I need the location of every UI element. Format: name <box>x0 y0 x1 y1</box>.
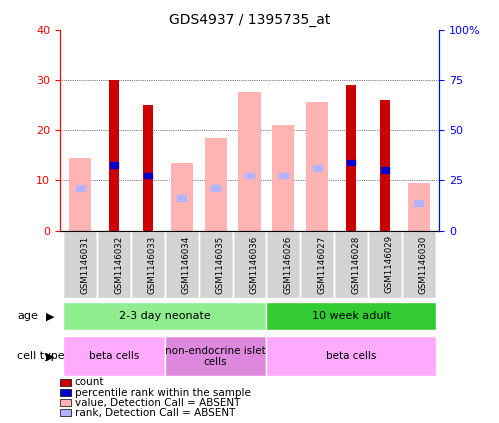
Bar <box>76 185 85 191</box>
Text: GSM1146033: GSM1146033 <box>148 235 157 294</box>
Bar <box>109 80 119 231</box>
Bar <box>165 231 199 298</box>
Bar <box>165 336 266 376</box>
Bar <box>346 85 356 231</box>
Bar <box>266 231 300 298</box>
Text: ▶: ▶ <box>46 311 54 321</box>
Text: beta cells: beta cells <box>326 352 376 361</box>
Text: value, Detection Call = ABSENT: value, Detection Call = ABSENT <box>75 398 240 408</box>
Text: 10 week adult: 10 week adult <box>311 311 391 321</box>
Text: GSM1146036: GSM1146036 <box>250 235 258 294</box>
Text: cell type: cell type <box>17 352 65 361</box>
Text: count: count <box>75 377 104 387</box>
Text: age: age <box>17 311 38 321</box>
Text: GSM1146028: GSM1146028 <box>351 235 360 294</box>
Bar <box>63 302 266 330</box>
Bar <box>211 185 220 191</box>
Bar <box>171 163 193 231</box>
Bar <box>272 125 294 231</box>
Text: rank, Detection Call = ABSENT: rank, Detection Call = ABSENT <box>75 408 235 418</box>
Text: GSM1146035: GSM1146035 <box>216 235 225 294</box>
Bar <box>368 231 402 298</box>
Bar <box>131 231 165 298</box>
Bar <box>313 165 322 170</box>
Bar <box>347 160 355 165</box>
Bar <box>199 231 233 298</box>
Bar <box>205 137 227 231</box>
Text: non-endocrine islet
cells: non-endocrine islet cells <box>165 346 266 367</box>
Text: GSM1146031: GSM1146031 <box>80 235 89 294</box>
Bar <box>266 302 436 330</box>
Text: 2-3 day neonate: 2-3 day neonate <box>119 311 211 321</box>
Bar <box>380 100 390 231</box>
Bar <box>279 173 288 178</box>
Bar <box>381 168 389 173</box>
Bar <box>334 231 368 298</box>
Bar <box>306 102 328 231</box>
Bar <box>144 173 152 178</box>
Bar <box>402 231 436 298</box>
Bar <box>63 336 165 376</box>
Bar <box>97 231 131 298</box>
Title: GDS4937 / 1395735_at: GDS4937 / 1395735_at <box>169 13 330 27</box>
Bar <box>63 231 97 298</box>
Bar <box>266 336 436 376</box>
Text: percentile rank within the sample: percentile rank within the sample <box>75 387 250 398</box>
Bar <box>239 92 260 231</box>
Text: GSM1146030: GSM1146030 <box>419 235 428 294</box>
Bar <box>143 105 153 231</box>
Text: ▶: ▶ <box>46 352 54 361</box>
Text: GSM1146027: GSM1146027 <box>317 235 326 294</box>
Text: GSM1146032: GSM1146032 <box>114 235 123 294</box>
Bar <box>177 195 186 201</box>
Bar <box>69 158 91 231</box>
Bar <box>408 183 430 231</box>
Bar <box>245 173 254 178</box>
Bar <box>300 231 334 298</box>
Text: GSM1146034: GSM1146034 <box>182 235 191 294</box>
Bar <box>110 162 118 168</box>
Text: GSM1146029: GSM1146029 <box>385 235 394 294</box>
Text: GSM1146026: GSM1146026 <box>283 235 292 294</box>
Text: beta cells: beta cells <box>89 352 139 361</box>
Bar <box>414 200 423 206</box>
Bar <box>233 231 266 298</box>
